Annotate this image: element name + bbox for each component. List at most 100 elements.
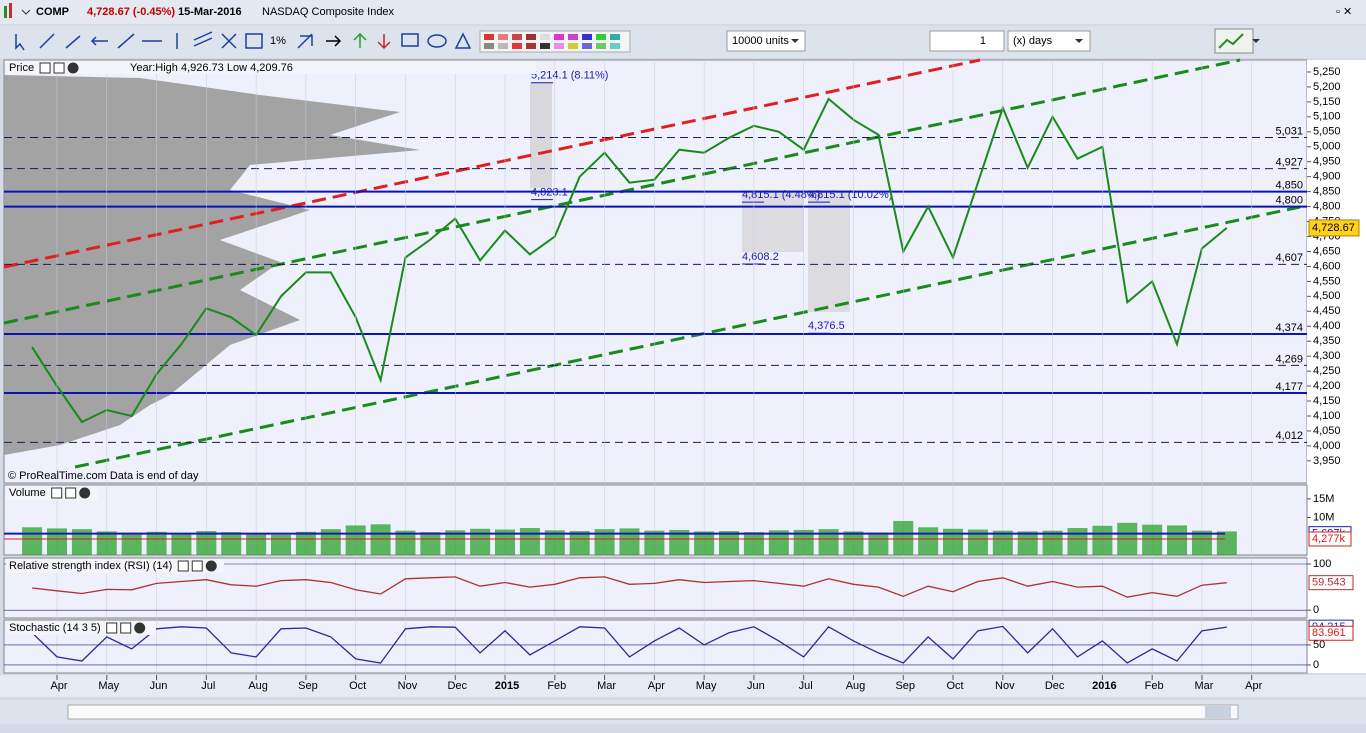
volume-bar — [495, 529, 516, 555]
swatch[interactable] — [498, 43, 508, 49]
dropdown-arrow[interactable] — [791, 39, 799, 43]
y-tick-label: 4,600 — [1313, 260, 1341, 272]
tool-right-arrow[interactable] — [326, 35, 342, 47]
volume-bar — [22, 527, 43, 555]
tool-line[interactable] — [65, 35, 81, 49]
level-label: 5,031 — [1275, 125, 1303, 137]
panel-button[interactable] — [134, 622, 146, 634]
period-unit-select[interactable] — [1007, 30, 1091, 52]
x-tick-label: Feb — [1145, 680, 1164, 692]
window-controls[interactable]: ▫ ✕ — [1336, 6, 1352, 18]
swatch[interactable] — [526, 43, 536, 49]
swatch[interactable] — [540, 34, 550, 40]
panel-button[interactable] — [120, 622, 132, 634]
volume-bar — [1067, 528, 1088, 555]
dropdown-arrow[interactable] — [1075, 39, 1083, 43]
x-tick-label: Sep — [895, 680, 915, 692]
y-tick-label: 4,400 — [1313, 320, 1341, 332]
volume-bar — [1042, 530, 1063, 555]
scrollbar[interactable] — [67, 704, 1239, 720]
tool-fan[interactable] — [221, 33, 237, 49]
y-tick-label: 0 — [1313, 659, 1319, 671]
swatch[interactable] — [554, 43, 564, 49]
last-price-box — [1308, 219, 1360, 237]
tool-triangle[interactable] — [454, 32, 472, 49]
units-select[interactable] — [726, 30, 806, 52]
tool-ellipse[interactable] — [427, 34, 447, 48]
panel-button[interactable] — [67, 62, 79, 74]
swatch[interactable] — [568, 43, 578, 49]
dropdown-arrow[interactable] — [1252, 39, 1260, 43]
swatch[interactable] — [540, 43, 550, 49]
panel-button[interactable] — [51, 487, 63, 499]
y-tick-label: 4,500 — [1313, 290, 1341, 302]
annotation-label: 4,823.1 — [531, 187, 568, 199]
volume-bar — [121, 532, 142, 555]
y-tick-label: 4,250 — [1313, 365, 1341, 377]
panel-button[interactable] — [39, 62, 51, 74]
volume-bar — [1216, 531, 1237, 555]
scroll-thumb[interactable] — [1205, 706, 1231, 718]
swatch[interactable] — [610, 43, 620, 49]
volume-bar — [71, 529, 92, 555]
chart-style-button[interactable] — [1214, 28, 1254, 54]
tool-fibonacci[interactable] — [245, 33, 263, 49]
panel-button[interactable] — [205, 560, 217, 572]
panel-button[interactable] — [106, 622, 118, 634]
units-value: 10000 units — [732, 35, 789, 47]
x-tick-label: Sep — [298, 680, 318, 692]
swatch[interactable] — [498, 34, 508, 40]
y-tick-label: 5,100 — [1313, 111, 1341, 123]
x-tick-label: May — [98, 680, 119, 692]
volume-bar — [743, 532, 764, 555]
tool-channel[interactable] — [193, 31, 213, 47]
tool-up-arrow[interactable] — [353, 32, 367, 48]
y-tick-label: 4,450 — [1313, 305, 1341, 317]
x-tick-label: Apr — [648, 680, 665, 692]
panel-button[interactable] — [79, 487, 91, 499]
swatch[interactable] — [610, 34, 620, 40]
tool-percent[interactable]: 1% — [270, 35, 286, 47]
tool-hline[interactable] — [90, 36, 108, 46]
swatch[interactable] — [512, 34, 522, 40]
panel-button[interactable] — [177, 560, 189, 572]
period-input[interactable] — [929, 30, 1005, 52]
tool-arrow[interactable] — [297, 33, 313, 49]
tool-cursor[interactable] — [15, 34, 25, 51]
volume-level-label: 4,277k — [1312, 533, 1346, 545]
swatch[interactable] — [596, 43, 606, 49]
y-tick-label: 4,800 — [1313, 200, 1341, 212]
volume-bar — [320, 529, 341, 555]
swatch[interactable] — [596, 34, 606, 40]
header-bar — [0, 0, 1366, 24]
swatch[interactable] — [568, 34, 578, 40]
x-tick-label: Aug — [846, 680, 866, 692]
panel-button[interactable] — [65, 487, 77, 499]
dropdown-icon[interactable] — [21, 9, 31, 15]
x-tick-label: Nov — [995, 680, 1015, 692]
swatch[interactable] — [484, 43, 494, 49]
color-palette[interactable] — [479, 30, 631, 53]
swatch[interactable] — [554, 34, 564, 40]
y-tick-label: 4,300 — [1313, 350, 1341, 362]
x-tick-label: Jul — [201, 680, 215, 692]
x-tick-label: Jul — [799, 680, 813, 692]
swatch[interactable] — [526, 34, 536, 40]
swatch[interactable] — [582, 34, 592, 40]
tool-down-arrow[interactable] — [377, 34, 391, 50]
tool-ruler[interactable] — [39, 33, 55, 49]
series-line — [31, 625, 1227, 664]
tool-rectangle[interactable] — [401, 33, 419, 47]
title-bg — [6, 621, 156, 635]
panel-button[interactable] — [53, 62, 65, 74]
tool-trend[interactable] — [117, 33, 135, 49]
panel-button[interactable] — [191, 560, 203, 572]
swatch[interactable] — [582, 43, 592, 49]
annotation-label: 4,815.1 (4.48%) — [742, 189, 820, 201]
last-price-label: 4,728.67 — [1312, 222, 1355, 234]
swatch[interactable] — [484, 34, 494, 40]
trend-line[interactable] — [3, 58, 981, 269]
swatch[interactable] — [512, 43, 522, 49]
x-tick-label: 2015 — [495, 680, 519, 692]
volume-bar — [470, 528, 491, 555]
